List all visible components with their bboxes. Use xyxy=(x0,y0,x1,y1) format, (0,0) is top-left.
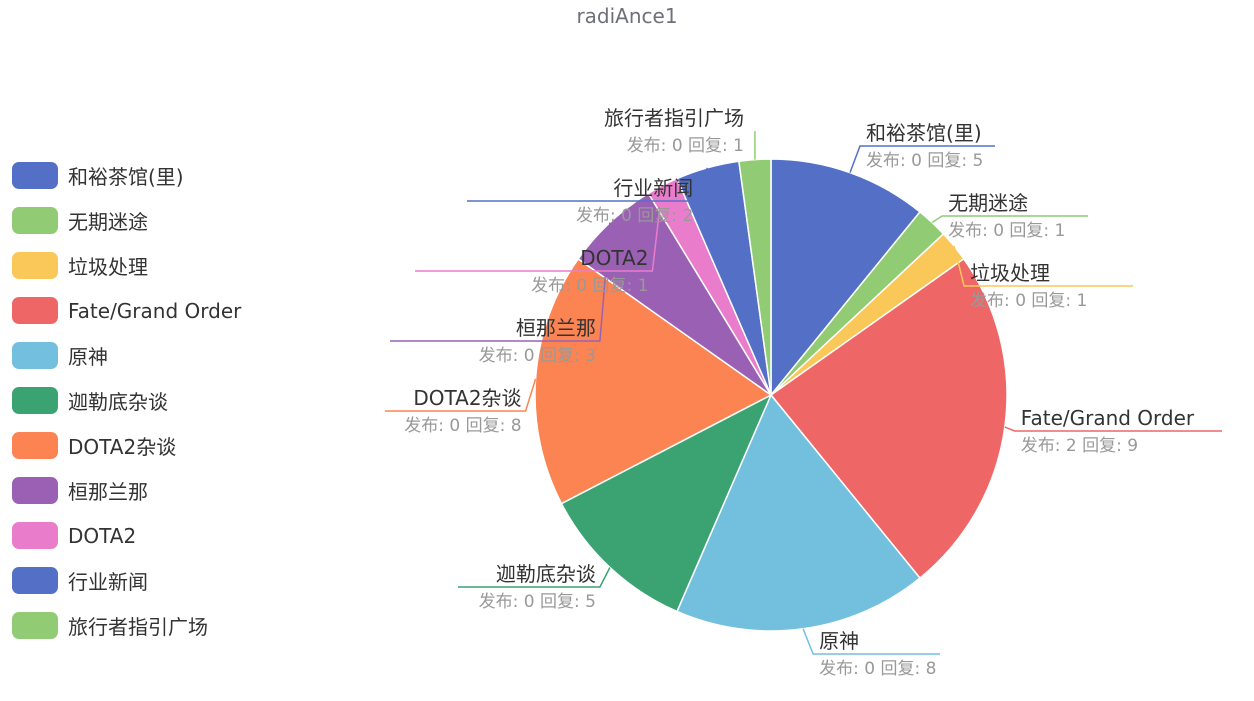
slice-label-detail: 发布: 0 回复: 1 xyxy=(948,221,1065,241)
legend-item[interactable]: 垃圾处理 xyxy=(12,243,241,288)
slice-label-detail: 发布: 2 回复: 9 xyxy=(1021,436,1138,456)
legend-label: DOTA2杂谈 xyxy=(68,435,177,459)
leader-line xyxy=(849,145,995,173)
slice-label-detail: 发布: 0 回复: 5 xyxy=(866,151,983,171)
leader-line xyxy=(458,567,611,588)
legend-item[interactable]: 桓那兰那 xyxy=(12,468,241,513)
slice-label-detail: 发布: 0 回复: 3 xyxy=(479,346,596,366)
legend-swatch xyxy=(12,342,58,369)
slice-label-name: 桓那兰那 xyxy=(516,316,596,340)
slice-label-name: 垃圾处理 xyxy=(970,261,1050,285)
slice-label-name: 无期迷途 xyxy=(948,191,1028,215)
legend-label: 行业新闻 xyxy=(68,570,148,594)
legend-label: 无期迷途 xyxy=(68,210,148,234)
legend-item[interactable]: 原神 xyxy=(12,333,241,378)
legend-item[interactable]: 旅行者指引广场 xyxy=(12,603,241,648)
slice-label-name: DOTA2杂谈 xyxy=(413,386,521,410)
legend-item[interactable]: 和裕茶馆(里) xyxy=(12,153,241,198)
legend-swatch xyxy=(12,567,58,594)
legend-item[interactable]: 无期迷途 xyxy=(12,198,241,243)
legend-label: 和裕茶馆(里) xyxy=(68,165,184,189)
leader-line xyxy=(931,215,1088,224)
chart-legend: 和裕茶馆(里) 无期迷途垃圾处理 Fate/Grand Order 原神迦勒底杂谈 DO… xyxy=(12,153,241,648)
slice-label-name: 原神 xyxy=(819,629,859,653)
legend-label: 原神 xyxy=(68,345,108,369)
leader-line xyxy=(415,185,664,272)
slice-label: DOTA2 发布: 0 回复: 1 xyxy=(415,185,664,296)
legend-item[interactable]: 行业新闻 xyxy=(12,558,241,603)
legend-swatch xyxy=(12,162,58,189)
slice-label-detail: 发布: 0 回复: 1 xyxy=(970,291,1087,311)
slice-label-detail: 发布: 0 回复: 2 xyxy=(576,206,693,226)
legend-swatch xyxy=(12,522,58,549)
legend-item[interactable]: 迦勒底杂谈 xyxy=(12,378,241,423)
legend-label: 迦勒底杂谈 xyxy=(68,390,168,414)
chart-title: radiAnce1 xyxy=(576,4,678,28)
legend-label: 桓那兰那 xyxy=(68,480,148,504)
leader-line xyxy=(1004,426,1222,432)
legend-item[interactable]: DOTA2 xyxy=(12,513,241,558)
legend-item[interactable]: Fate/Grand Order xyxy=(12,288,241,333)
slice-label-name: 迦勒底杂谈 xyxy=(496,562,596,586)
slice-label-name: 和裕茶馆(里) xyxy=(866,121,982,145)
legend-label: 垃圾处理 xyxy=(68,255,148,279)
pie-slice[interactable] xyxy=(770,158,921,398)
legend-label: 旅行者指引广场 xyxy=(68,615,208,639)
slice-label-detail: 发布: 0 回复: 1 xyxy=(531,276,648,296)
legend-swatch xyxy=(12,432,58,459)
legend-label: DOTA2 xyxy=(68,523,137,548)
slice-label-detail: 发布: 0 回复: 5 xyxy=(479,592,596,612)
slice-label-name: 行业新闻 xyxy=(613,176,693,200)
legend-swatch xyxy=(12,612,58,639)
leader-line xyxy=(385,378,537,412)
legend-item[interactable]: DOTA2杂谈 xyxy=(12,423,241,468)
legend-swatch xyxy=(12,477,58,504)
slice-label-detail: 发布: 0 回复: 8 xyxy=(819,659,936,679)
slice-label-name: DOTA2 xyxy=(580,246,648,270)
slice-label-name: Fate/Grand Order xyxy=(1021,406,1195,430)
legend-swatch xyxy=(12,297,58,324)
leader-line xyxy=(802,628,940,655)
legend-swatch xyxy=(12,207,58,234)
leader-line xyxy=(953,245,1133,287)
slice-label: 和裕茶馆(里) 发布: 0 回复: 5 xyxy=(849,121,995,173)
pie-slice[interactable] xyxy=(560,393,773,613)
slice-label-detail: 发布: 0 回复: 8 xyxy=(404,416,521,436)
leader-line xyxy=(390,222,611,342)
pie-slice[interactable] xyxy=(675,393,921,632)
pie-slice[interactable] xyxy=(534,257,773,505)
legend-swatch xyxy=(12,252,58,279)
legend-label: Fate/Grand Order xyxy=(68,298,242,323)
slice-label: Fate/Grand Order 发布: 2 回复: 9 xyxy=(1004,406,1222,456)
legend-swatch xyxy=(12,387,58,414)
slice-label-detail: 发布: 0 回复: 1 xyxy=(627,136,744,156)
leader-line xyxy=(467,167,709,202)
slice-label-name: 旅行者指引广场 xyxy=(604,106,744,130)
